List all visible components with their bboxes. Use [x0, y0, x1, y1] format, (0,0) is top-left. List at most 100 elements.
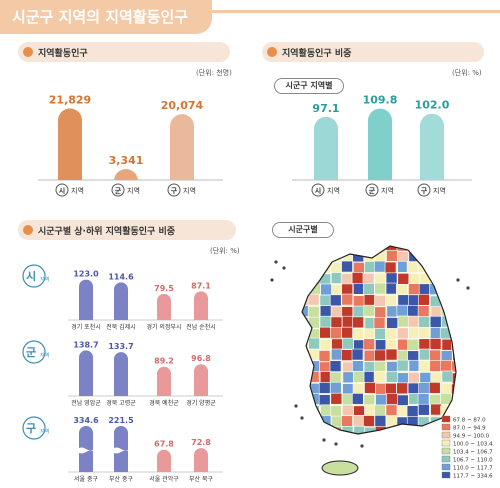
map-district [329, 294, 342, 307]
map-district [340, 273, 353, 286]
map-district [396, 304, 409, 317]
map-legend-label-0: 67.8 ~ 87.0 [453, 418, 486, 424]
map-legend-label-3: 100.0 ~ 103.4 [453, 442, 493, 448]
group-region-label-2-1: 부산 중구 [109, 475, 133, 482]
map-district [352, 414, 365, 427]
map-district [341, 326, 353, 339]
group-region-label-2-2: 서울 관악구 [149, 475, 179, 482]
map-district [318, 394, 331, 406]
group-value-label-2-0: 334.6 [73, 416, 99, 425]
map-district [307, 262, 320, 275]
map-district [440, 260, 452, 273]
map-district [385, 382, 397, 395]
map-district [352, 360, 364, 372]
map-district [429, 262, 441, 274]
map-district [408, 273, 421, 285]
map-district [430, 403, 442, 416]
map-district [407, 305, 419, 317]
category-label-0: 지역 [71, 186, 84, 195]
map-district [309, 427, 322, 434]
map-district [396, 427, 409, 434]
map-district [342, 383, 354, 395]
map-district [365, 438, 376, 449]
group-region-label-1-1: 경북 고령군 [106, 399, 136, 407]
group-badge-1 [22, 340, 46, 364]
map-district [451, 251, 456, 264]
group-badge-text-0: 시 [26, 270, 36, 283]
map-legend-label-7: 117.7 ~ 334.6 [453, 474, 493, 480]
map-district [385, 282, 398, 295]
category-label-1: 지역 [127, 186, 140, 195]
map-district [302, 250, 310, 262]
map-jeju-island [321, 460, 359, 476]
map-district [429, 349, 441, 362]
map-district [319, 371, 332, 383]
map-district [341, 260, 353, 273]
category-badge-0 [55, 183, 69, 197]
category-badge-1 [365, 183, 379, 197]
map-district [418, 327, 431, 339]
map-district [397, 294, 410, 307]
group-badge-label-2: 지역 [40, 428, 49, 435]
map-district [308, 246, 321, 252]
map-district [330, 405, 342, 417]
category-label-1: 지역 [381, 186, 394, 195]
map-district [363, 394, 376, 406]
category-badge-text-0: 시 [315, 187, 321, 195]
group-value-label-1-2: 89.2 [154, 357, 174, 366]
ratio-sub-label: 시군구 지역별 [274, 78, 344, 94]
map-district [408, 359, 421, 372]
map-district [375, 383, 387, 395]
map-district [407, 338, 419, 351]
map-district [374, 425, 387, 434]
map-district [364, 382, 376, 394]
map-district [342, 337, 354, 350]
map-district [363, 371, 376, 383]
map-legend-label-2: 94.9 ~ 100.0 [453, 434, 490, 440]
group-region-label-2-3: 부산 북구 [189, 475, 213, 482]
map-district [418, 250, 431, 263]
category-badge-1 [111, 183, 125, 197]
map-legend-swatch-2 [441, 431, 451, 439]
map-district [363, 415, 375, 427]
map-district [353, 283, 365, 295]
map-district [407, 246, 419, 251]
map-district [302, 261, 310, 274]
map-district [329, 371, 342, 384]
map-district [302, 426, 309, 434]
map-district [385, 328, 397, 340]
map-district [429, 246, 441, 251]
map-district [417, 393, 430, 405]
map-district [408, 294, 420, 307]
map-district [299, 438, 310, 449]
map-district [307, 306, 320, 318]
map-district [386, 415, 398, 427]
map-district [419, 348, 431, 361]
map-district [329, 249, 342, 262]
map-district [343, 437, 354, 448]
map-district [451, 360, 456, 373]
group-value-label-2-3: 72.8 [191, 438, 211, 447]
axis-break-mark-2-1 [112, 447, 130, 454]
category-badge-0 [311, 183, 325, 197]
map-district [429, 250, 441, 263]
map-district [396, 284, 408, 296]
population-value-label-0: 21,829 [49, 93, 91, 106]
map-island-6 [334, 442, 338, 446]
map-district [352, 328, 364, 340]
ratio-section-title: 지역활동인구 비중 [282, 49, 352, 59]
group-badge-label-0: 지역 [40, 276, 49, 283]
map-district [351, 272, 364, 284]
map-district [386, 371, 398, 383]
map-district [353, 262, 365, 274]
map-district [441, 272, 454, 285]
map-district [341, 415, 353, 428]
map-district [452, 246, 456, 251]
map-district [441, 370, 454, 383]
category-badge-text-2: 구 [421, 187, 428, 195]
group-region-label-0-1: 전북 김제시 [106, 323, 136, 331]
map-district [374, 260, 386, 273]
map-district [450, 404, 456, 416]
group-badge-text-2: 구 [26, 422, 36, 435]
map-district [363, 294, 376, 306]
